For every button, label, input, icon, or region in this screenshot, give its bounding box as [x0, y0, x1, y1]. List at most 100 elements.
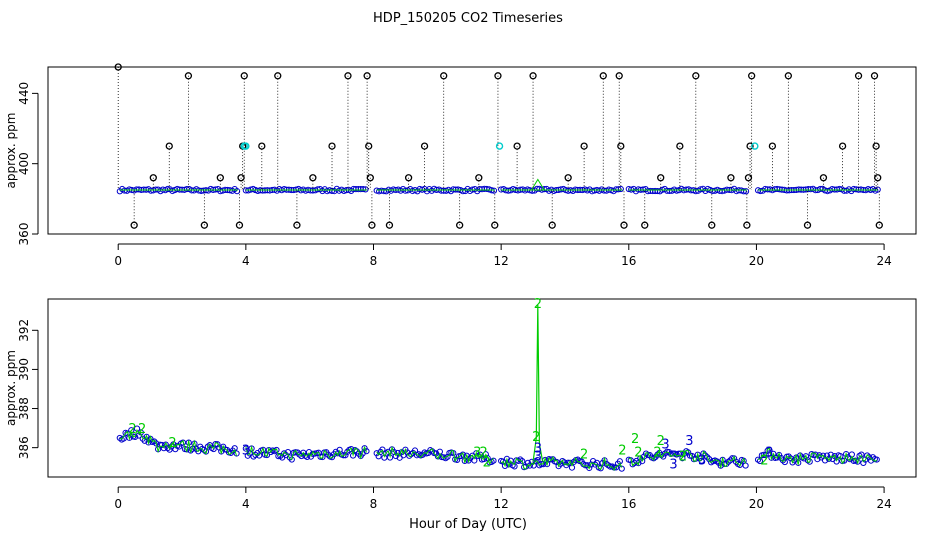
- y-tick-label: 440: [17, 82, 31, 105]
- data-point: [162, 441, 169, 448]
- x-tick-label: 4: [242, 497, 250, 511]
- series-line: [500, 456, 623, 471]
- spike-point: [385, 221, 394, 229]
- spike-point: [365, 142, 373, 150]
- data-point: [795, 459, 802, 466]
- data-point: [740, 188, 747, 195]
- spike-point: [240, 72, 248, 80]
- data-point: [153, 440, 160, 447]
- data-point: [160, 445, 167, 452]
- series-label: 3: [685, 434, 693, 449]
- spike-point: [420, 142, 429, 150]
- series-label: 2: [128, 422, 136, 437]
- series-label: 2: [479, 446, 487, 461]
- spike-point: [768, 142, 777, 150]
- x-tick-label: 24: [876, 254, 891, 268]
- series-label: 3: [473, 446, 481, 461]
- data-point: [779, 457, 787, 464]
- data-point: [461, 457, 468, 464]
- spike-point: [494, 72, 502, 80]
- spike-point: [114, 63, 122, 71]
- measurement-series: [625, 448, 749, 469]
- x-tick-label: 12: [494, 497, 509, 511]
- data-point: [591, 461, 599, 468]
- series-line-peak: [531, 178, 545, 191]
- spike-point: [440, 72, 448, 80]
- data-point: [298, 452, 305, 460]
- spike-point: [529, 72, 537, 80]
- series-line: [376, 446, 494, 466]
- spike-point: [727, 174, 735, 182]
- x-tick-label: 12: [494, 254, 509, 268]
- spike-point: [874, 174, 882, 182]
- series-label: 2: [138, 422, 146, 437]
- data-point: [685, 449, 692, 456]
- data-point: [288, 456, 295, 463]
- data-point: [586, 464, 593, 472]
- x-tick-label: 0: [114, 254, 122, 268]
- series-line-spike: [532, 304, 544, 462]
- spike-point: [309, 174, 317, 182]
- spike-point: [599, 72, 607, 80]
- series-line: [245, 445, 367, 460]
- spike-point: [708, 221, 716, 229]
- spike-point: [200, 221, 209, 229]
- data-point: [843, 450, 850, 458]
- series-label: 3: [534, 442, 542, 457]
- spike-point: [870, 72, 879, 80]
- plot-frame: [47, 66, 917, 235]
- data-point: [363, 448, 370, 455]
- data-point: [615, 186, 622, 193]
- data-point: [864, 452, 871, 459]
- spike-point: [617, 142, 625, 150]
- spike-point: [743, 221, 751, 229]
- measurement-series: [373, 185, 498, 195]
- spike-point: [274, 72, 282, 80]
- spike-point: [692, 72, 700, 80]
- data-point: [823, 452, 831, 459]
- calibration-point: [242, 142, 250, 150]
- spike-point: [368, 221, 376, 229]
- spike-point: [748, 72, 756, 80]
- spike-point: [641, 221, 649, 229]
- x-tick-label: 4: [242, 254, 250, 268]
- data-point: [588, 461, 595, 468]
- spike-point: [475, 174, 483, 182]
- spike-point: [344, 72, 352, 80]
- data-point: [490, 187, 498, 194]
- spike-point: [615, 72, 623, 80]
- measurement-series: [116, 185, 241, 195]
- data-point: [176, 443, 183, 450]
- spike-point: [366, 174, 374, 182]
- measurement-series: [498, 185, 624, 195]
- series-label: 3: [765, 446, 773, 461]
- x-tick-label: 0: [114, 497, 122, 511]
- data-point: [597, 465, 604, 472]
- data-point: [281, 450, 288, 457]
- data-point: [742, 188, 750, 195]
- data-point: [349, 452, 357, 459]
- series-label: 2: [580, 448, 588, 463]
- series-label: 2: [634, 446, 642, 461]
- spike-point: [875, 221, 883, 229]
- plot-frame: [47, 298, 917, 478]
- series-line: [757, 447, 877, 465]
- series-label: 3: [242, 444, 250, 459]
- spike-point: [328, 142, 336, 150]
- y-tick-label: 400: [17, 152, 31, 175]
- data-point: [675, 450, 682, 457]
- data-point: [833, 458, 840, 465]
- panel-1: 0 4 8 12 16 20 24 360 400 440 approx. ppm: [4, 63, 917, 268]
- series-label: 2: [679, 449, 687, 464]
- data-point: [145, 439, 152, 446]
- series-label: 2: [760, 453, 768, 468]
- series-label: 2: [168, 436, 176, 451]
- data-point: [392, 452, 399, 460]
- spike-point: [293, 221, 301, 229]
- spike-point: [513, 142, 521, 150]
- spike-point: [548, 221, 556, 229]
- data-point: [348, 445, 355, 453]
- data-point: [831, 453, 838, 460]
